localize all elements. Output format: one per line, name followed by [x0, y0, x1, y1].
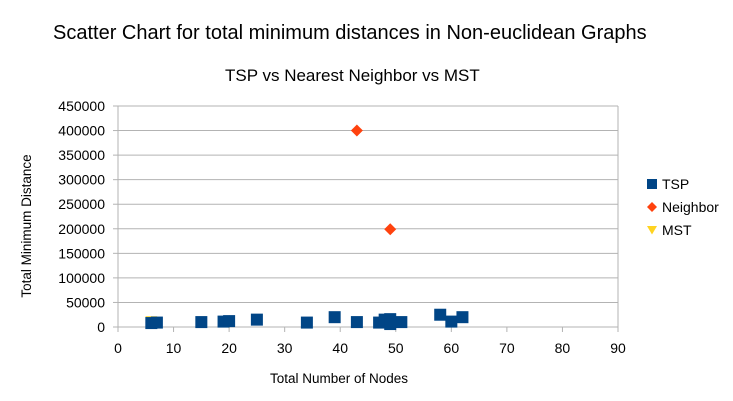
x-tick-label: 30 — [277, 340, 293, 356]
tsp-point — [250, 313, 263, 326]
y-tick-label: 100000 — [58, 270, 105, 286]
y-tick-label: 250000 — [58, 196, 105, 212]
x-tick-label: 90 — [610, 340, 626, 356]
y-tick-label: 0 — [97, 319, 105, 335]
x-tick-label: 20 — [221, 340, 237, 356]
y-tick-label: 350000 — [58, 147, 105, 163]
neighbor-point — [384, 223, 397, 236]
chart-title: Scatter Chart for total minimum distance… — [53, 22, 647, 44]
y-tick-label: 300000 — [58, 172, 105, 188]
x-axis-label: Total Number of Nodes — [270, 371, 408, 386]
x-tick-label: 40 — [332, 340, 348, 356]
legend-label-tsp: TSP — [662, 176, 689, 192]
y-tick-label: 450000 — [58, 98, 105, 114]
x-tick-label: 50 — [388, 340, 404, 356]
tsp-point — [300, 316, 313, 329]
y-tick-label: 50000 — [66, 294, 105, 310]
tsp-point — [328, 311, 341, 324]
x-tick-label: 70 — [499, 340, 515, 356]
x-tick-label: 80 — [555, 340, 571, 356]
x-tick-label: 60 — [444, 340, 460, 356]
legend: TSP Neighbor MST — [647, 176, 719, 238]
tsp-point — [223, 315, 236, 328]
tsp-point — [456, 311, 469, 324]
x-tick-label: 10 — [166, 340, 182, 356]
tsp-point — [395, 316, 408, 329]
y-axis-label: Total Minimum Distance — [19, 154, 34, 297]
y-tick-label: 200000 — [58, 221, 105, 237]
legend-label-neighbor: Neighbor — [662, 199, 719, 215]
legend-marker-neighbor — [647, 202, 657, 212]
x-tick-label: 0 — [114, 340, 122, 356]
data-points — [145, 124, 469, 331]
grid-lines — [118, 105, 618, 328]
tsp-point — [350, 316, 363, 329]
legend-marker-tsp — [647, 179, 657, 189]
chart-subtitle: TSP vs Nearest Neighbor vs MST — [225, 66, 480, 85]
axes — [113, 105, 619, 332]
legend-label-mst: MST — [662, 222, 692, 238]
tick-labels: 0 50000 100000 150000 200000 250000 300000 3500… — [58, 98, 626, 356]
tsp-point — [445, 315, 458, 328]
tsp-point — [384, 318, 397, 331]
y-tick-label: 400000 — [58, 123, 105, 139]
tsp-point — [195, 316, 208, 329]
tsp-point — [150, 316, 163, 329]
neighbor-point — [350, 124, 363, 137]
legend-marker-mst — [647, 226, 657, 235]
tsp-point — [434, 308, 447, 321]
y-tick-label: 150000 — [58, 245, 105, 261]
